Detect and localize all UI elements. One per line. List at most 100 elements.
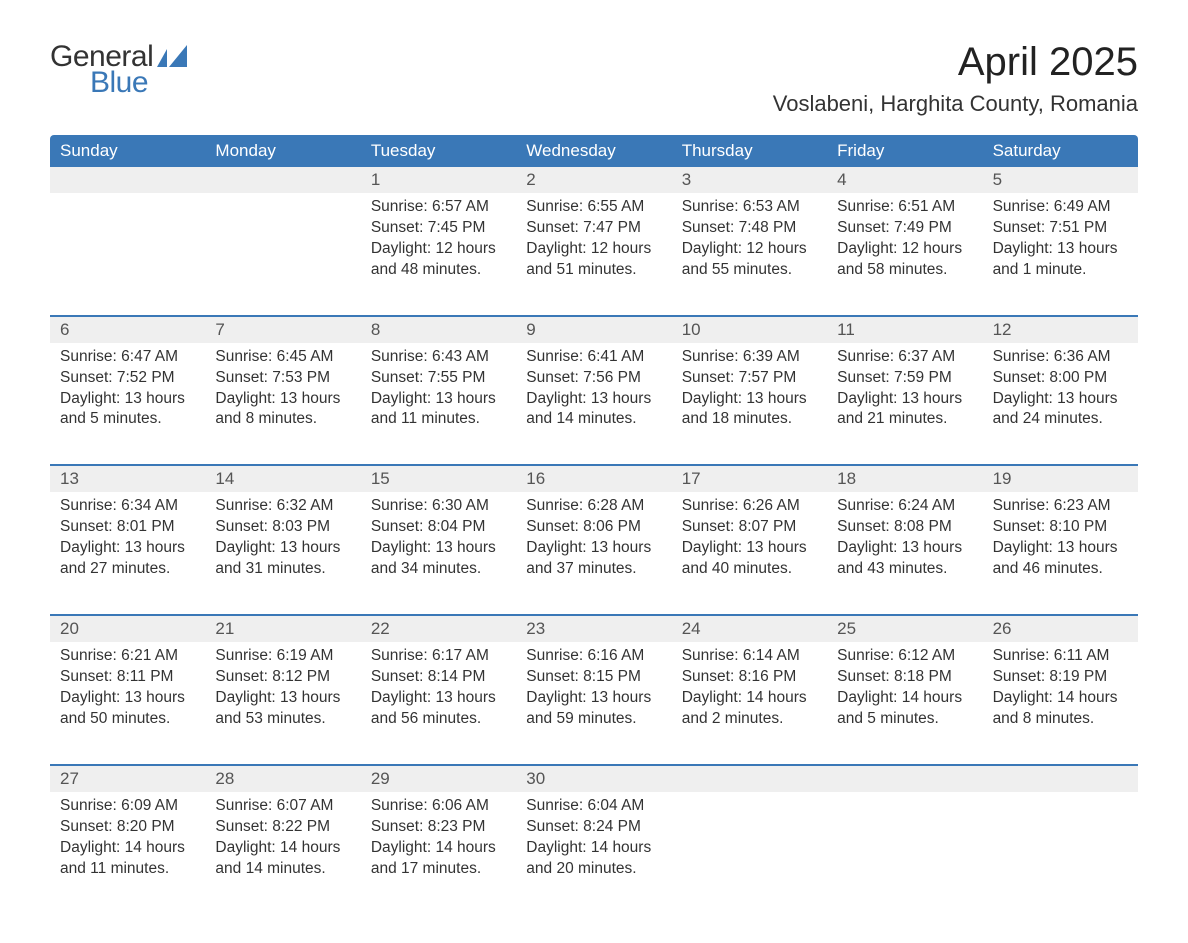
day-number: 14 <box>205 466 360 492</box>
day-number: 2 <box>516 167 671 193</box>
title-block: April 2025 Voslabeni, Harghita County, R… <box>773 40 1138 117</box>
day-line: Sunset: 7:53 PM <box>215 368 350 389</box>
day-line: Daylight: 14 hours <box>993 688 1128 709</box>
day-line: Sunset: 8:11 PM <box>60 667 195 688</box>
day-line: Daylight: 12 hours <box>526 239 661 260</box>
day-body: Sunrise: 6:55 AMSunset: 7:47 PMDaylight:… <box>516 193 671 305</box>
day-body: Sunrise: 6:09 AMSunset: 8:20 PMDaylight:… <box>50 792 205 904</box>
day-line: and 18 minutes. <box>682 409 817 430</box>
day-body <box>50 193 205 305</box>
day-line: Daylight: 13 hours <box>60 389 195 410</box>
day-line: and 43 minutes. <box>837 559 972 580</box>
weekday-cell: Friday <box>827 135 982 167</box>
day-line: Sunrise: 6:06 AM <box>371 796 506 817</box>
daynum-band: 27282930 <box>50 764 1138 792</box>
day-line: Daylight: 14 hours <box>526 838 661 859</box>
logo: General Blue <box>50 40 191 100</box>
day-line: and 34 minutes. <box>371 559 506 580</box>
day-body: Sunrise: 6:49 AMSunset: 7:51 PMDaylight:… <box>983 193 1138 305</box>
day-number <box>983 766 1138 792</box>
day-body: Sunrise: 6:28 AMSunset: 8:06 PMDaylight:… <box>516 492 671 604</box>
day-number: 3 <box>672 167 827 193</box>
day-line: Sunset: 8:16 PM <box>682 667 817 688</box>
day-number: 22 <box>361 616 516 642</box>
day-line: Daylight: 13 hours <box>526 389 661 410</box>
daybody-row: Sunrise: 6:09 AMSunset: 8:20 PMDaylight:… <box>50 792 1138 904</box>
day-number: 17 <box>672 466 827 492</box>
day-line: Sunrise: 6:57 AM <box>371 197 506 218</box>
day-line: Sunrise: 6:36 AM <box>993 347 1128 368</box>
location: Voslabeni, Harghita County, Romania <box>773 91 1138 117</box>
day-line: Sunrise: 6:19 AM <box>215 646 350 667</box>
day-body: Sunrise: 6:21 AMSunset: 8:11 PMDaylight:… <box>50 642 205 754</box>
day-line: Daylight: 14 hours <box>682 688 817 709</box>
day-line: Daylight: 13 hours <box>682 538 817 559</box>
daynum-band: 6789101112 <box>50 315 1138 343</box>
day-line: and 17 minutes. <box>371 859 506 880</box>
day-number: 20 <box>50 616 205 642</box>
week-block: 13141516171819Sunrise: 6:34 AMSunset: 8:… <box>50 464 1138 604</box>
day-line: Sunrise: 6:55 AM <box>526 197 661 218</box>
day-line: Sunrise: 6:45 AM <box>215 347 350 368</box>
day-number: 8 <box>361 317 516 343</box>
day-line: Sunset: 8:10 PM <box>993 517 1128 538</box>
day-line: Sunset: 7:47 PM <box>526 218 661 239</box>
weekday-cell: Thursday <box>672 135 827 167</box>
day-number: 30 <box>516 766 671 792</box>
day-line: Sunset: 8:01 PM <box>60 517 195 538</box>
day-line: Daylight: 13 hours <box>993 389 1128 410</box>
day-body: Sunrise: 6:19 AMSunset: 8:12 PMDaylight:… <box>205 642 360 754</box>
day-line: Sunset: 7:57 PM <box>682 368 817 389</box>
day-line: and 14 minutes. <box>215 859 350 880</box>
month-title: April 2025 <box>773 40 1138 85</box>
day-line: Daylight: 12 hours <box>682 239 817 260</box>
day-line: Sunset: 7:48 PM <box>682 218 817 239</box>
day-line: Daylight: 13 hours <box>837 538 972 559</box>
day-body <box>672 792 827 904</box>
header-row: General Blue April 2025 Voslabeni, Hargh… <box>50 40 1138 117</box>
day-line: and 56 minutes. <box>371 709 506 730</box>
day-line: Sunset: 8:08 PM <box>837 517 972 538</box>
day-line: Sunrise: 6:12 AM <box>837 646 972 667</box>
day-line: Sunrise: 6:53 AM <box>682 197 817 218</box>
day-number: 29 <box>361 766 516 792</box>
day-line: Daylight: 14 hours <box>215 838 350 859</box>
day-number: 16 <box>516 466 671 492</box>
day-number: 15 <box>361 466 516 492</box>
day-line: Daylight: 14 hours <box>837 688 972 709</box>
day-line: Sunset: 8:12 PM <box>215 667 350 688</box>
day-body: Sunrise: 6:12 AMSunset: 8:18 PMDaylight:… <box>827 642 982 754</box>
day-number <box>827 766 982 792</box>
day-body: Sunrise: 6:37 AMSunset: 7:59 PMDaylight:… <box>827 343 982 455</box>
day-number: 10 <box>672 317 827 343</box>
day-line: Sunrise: 6:14 AM <box>682 646 817 667</box>
day-line: Sunset: 8:03 PM <box>215 517 350 538</box>
day-line: Sunrise: 6:24 AM <box>837 496 972 517</box>
day-number: 9 <box>516 317 671 343</box>
day-line: and 31 minutes. <box>215 559 350 580</box>
day-number: 18 <box>827 466 982 492</box>
day-line: Sunrise: 6:30 AM <box>371 496 506 517</box>
day-number <box>672 766 827 792</box>
day-line: Sunset: 8:24 PM <box>526 817 661 838</box>
weekday-cell: Tuesday <box>361 135 516 167</box>
daybody-row: Sunrise: 6:34 AMSunset: 8:01 PMDaylight:… <box>50 492 1138 604</box>
day-line: and 27 minutes. <box>60 559 195 580</box>
day-line: and 20 minutes. <box>526 859 661 880</box>
week-block: 20212223242526Sunrise: 6:21 AMSunset: 8:… <box>50 614 1138 754</box>
day-line: and 40 minutes. <box>682 559 817 580</box>
day-line: Sunset: 8:00 PM <box>993 368 1128 389</box>
day-body: Sunrise: 6:16 AMSunset: 8:15 PMDaylight:… <box>516 642 671 754</box>
day-line: Sunset: 7:59 PM <box>837 368 972 389</box>
day-line: Daylight: 13 hours <box>526 538 661 559</box>
flag-icon <box>157 43 191 72</box>
day-line: Sunset: 7:56 PM <box>526 368 661 389</box>
day-line: and 58 minutes. <box>837 260 972 281</box>
day-number: 24 <box>672 616 827 642</box>
daynum-band: 12345 <box>50 167 1138 193</box>
day-line: and 37 minutes. <box>526 559 661 580</box>
day-line: Daylight: 12 hours <box>371 239 506 260</box>
day-line: and 59 minutes. <box>526 709 661 730</box>
day-number: 4 <box>827 167 982 193</box>
day-line: Sunset: 8:06 PM <box>526 517 661 538</box>
